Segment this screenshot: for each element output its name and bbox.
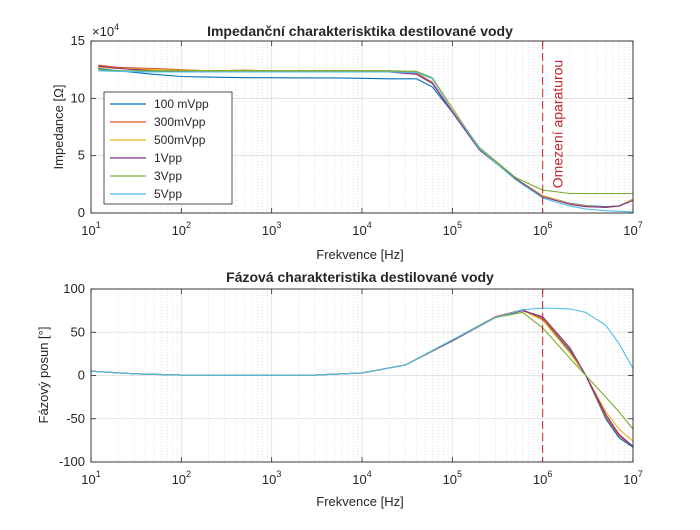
impedance-chart: Impedanční charakterisktika destilované …: [51, 22, 643, 262]
impedance-y-tick-label: 0: [78, 205, 85, 220]
phase-axes-box: [90, 288, 634, 463]
impedance-x-axis-label: Frekvence [Hz]: [316, 247, 403, 262]
impedance-y-tick-label: 10: [71, 90, 85, 105]
legend-item-label: 5Vpp: [154, 187, 182, 201]
impedance-limit-annotation: Omezení aparaturou: [550, 60, 566, 188]
impedance-legend: 100 mVpp 300mVpp 500mVpp 1Vpp 3Vpp 5Vpp: [103, 91, 233, 205]
phase-chart-title: Fázová charakteristika destilované vody: [226, 269, 494, 285]
legend-item-label: 100 mVpp: [154, 97, 209, 111]
phase-y-tick-label: 0: [78, 368, 85, 383]
phase-y-axis-label: Fázový posun [°]: [36, 327, 51, 424]
phase-y-tick-label: 50: [71, 324, 85, 339]
impedance-y-multiplier: ×104: [92, 22, 119, 39]
phase-series-line: [90, 307, 634, 376]
impedance-series-line: [98, 70, 634, 213]
phase-y-tick-label: -100: [59, 454, 85, 469]
impedance-chart-title: Impedanční charakterisktika destilované …: [207, 23, 513, 39]
impedance-y-tick-label: 15: [71, 33, 85, 48]
impedance-series-line: [98, 69, 633, 195]
impedance-y-axis-label: Impedance [Ω]: [51, 85, 66, 170]
impedance-y-tick-label: 5: [78, 148, 85, 163]
legend-item-label: 300mVpp: [154, 115, 206, 129]
legend-item-label: 3Vpp: [154, 169, 182, 183]
legend-item-label: 1Vpp: [154, 151, 182, 165]
phase-chart: Fázová charakteristika destilované vody …: [36, 269, 643, 509]
legend-item-label: 500mVpp: [154, 133, 206, 147]
phase-x-axis-label: Frekvence [Hz]: [316, 494, 403, 509]
phase-y-tick-label: 100: [63, 281, 85, 296]
legend-box: [103, 91, 233, 205]
impedance-axes-box: [90, 40, 634, 214]
phase-y-tick-label: -50: [66, 411, 85, 426]
phase-grid: [90, 288, 634, 463]
